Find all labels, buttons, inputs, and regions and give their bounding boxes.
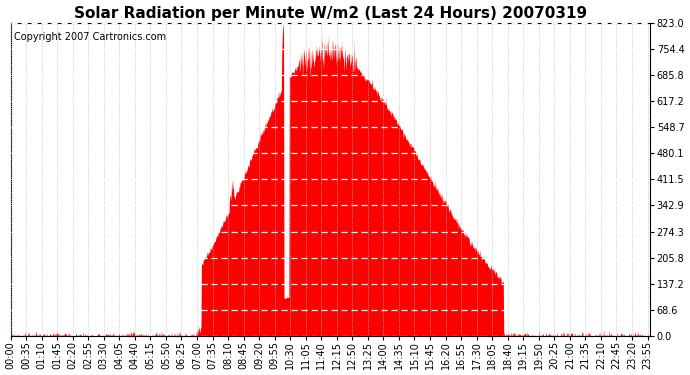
Title: Solar Radiation per Minute W/m2 (Last 24 Hours) 20070319: Solar Radiation per Minute W/m2 (Last 24… [74,6,586,21]
Text: Copyright 2007 Cartronics.com: Copyright 2007 Cartronics.com [14,33,166,42]
